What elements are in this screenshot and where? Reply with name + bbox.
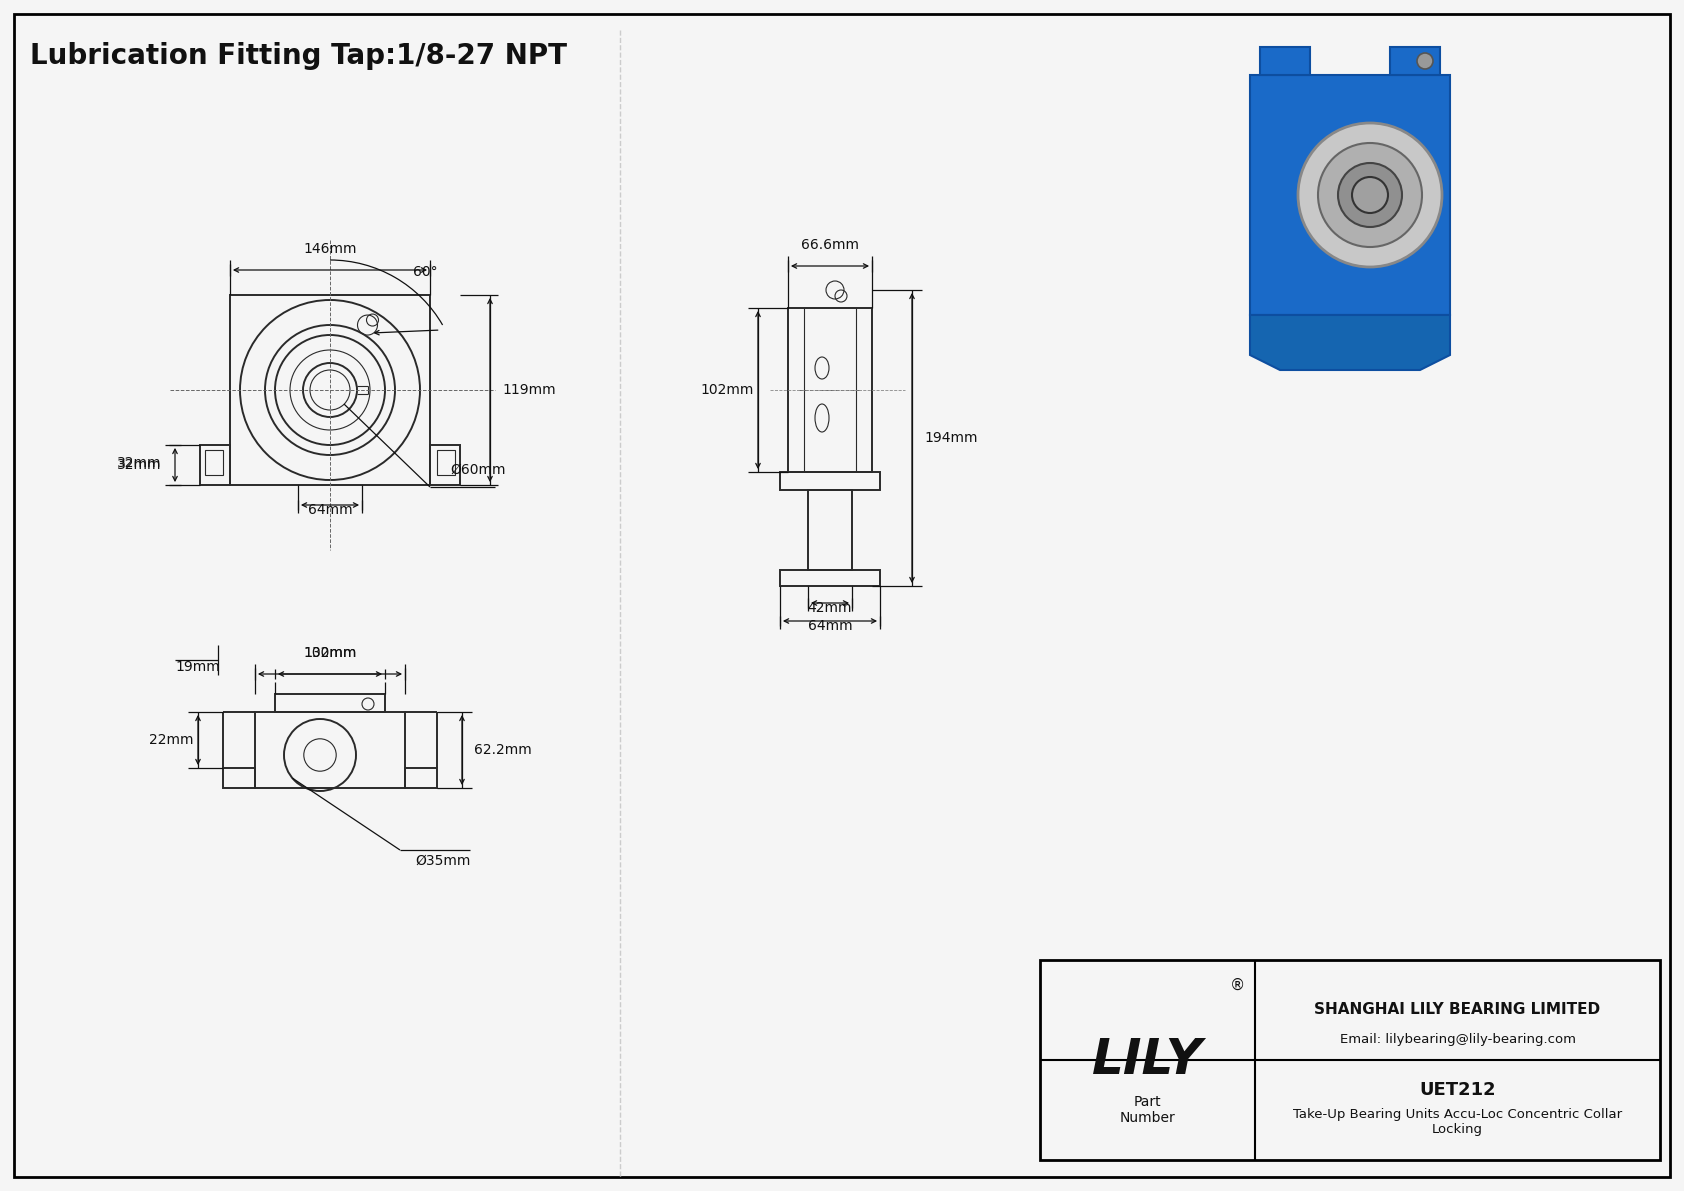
- Bar: [1041, 960, 1660, 1160]
- Text: 102mm: 102mm: [303, 646, 357, 660]
- Text: 130mm: 130mm: [303, 646, 357, 660]
- Bar: [808, 490, 852, 570]
- Circle shape: [1352, 177, 1388, 213]
- Text: Take-Up Bearing Units Accu-Loc Concentric Collar
Locking: Take-Up Bearing Units Accu-Loc Concentri…: [1293, 1108, 1622, 1136]
- Text: ®: ®: [1229, 978, 1244, 992]
- Text: 64mm: 64mm: [308, 503, 352, 517]
- Text: 64mm: 64mm: [808, 619, 852, 632]
- Polygon shape: [1260, 46, 1310, 75]
- Circle shape: [1319, 143, 1421, 247]
- Text: Email: lilybearing@lily-bearing.com: Email: lilybearing@lily-bearing.com: [1339, 1034, 1576, 1047]
- Bar: [438, 450, 455, 475]
- Text: 42mm: 42mm: [808, 601, 852, 615]
- Text: SHANGHAI LILY BEARING LIMITED: SHANGHAI LILY BEARING LIMITED: [1315, 1003, 1600, 1017]
- Bar: [404, 768, 438, 788]
- Circle shape: [1416, 54, 1433, 69]
- Text: 62.2mm: 62.2mm: [473, 743, 532, 757]
- Circle shape: [1339, 163, 1403, 227]
- Text: 119mm: 119mm: [502, 384, 556, 397]
- Text: 22mm: 22mm: [150, 732, 194, 747]
- Text: 60°: 60°: [413, 266, 438, 280]
- Bar: [1201, 55, 1660, 364]
- Text: Ø60mm: Ø60mm: [450, 463, 505, 478]
- Text: UET212: UET212: [1420, 1081, 1495, 1099]
- Text: 146mm: 146mm: [303, 242, 357, 256]
- Text: Lubrication Fitting Tap:1/8-27 NPT: Lubrication Fitting Tap:1/8-27 NPT: [30, 42, 568, 70]
- Bar: [780, 472, 881, 490]
- Text: 32mm: 32mm: [116, 459, 162, 472]
- Circle shape: [1298, 123, 1442, 267]
- Bar: [274, 694, 386, 712]
- Bar: [429, 445, 460, 485]
- Text: Ø35mm: Ø35mm: [414, 854, 470, 868]
- Text: 66.6mm: 66.6mm: [802, 238, 859, 252]
- Bar: [788, 308, 872, 472]
- Bar: [205, 450, 222, 475]
- Bar: [231, 295, 429, 485]
- Text: 102mm: 102mm: [701, 384, 754, 397]
- Text: 19mm: 19mm: [175, 660, 219, 674]
- Bar: [254, 712, 404, 788]
- Polygon shape: [1250, 314, 1450, 370]
- Bar: [200, 445, 231, 485]
- Bar: [780, 570, 881, 586]
- Text: LILY: LILY: [1091, 1036, 1202, 1084]
- Bar: [222, 768, 254, 788]
- Text: 32mm: 32mm: [116, 456, 162, 470]
- Text: Part
Number: Part Number: [1120, 1095, 1175, 1125]
- Polygon shape: [1250, 75, 1450, 314]
- Text: 194mm: 194mm: [925, 431, 977, 445]
- Polygon shape: [1389, 46, 1440, 75]
